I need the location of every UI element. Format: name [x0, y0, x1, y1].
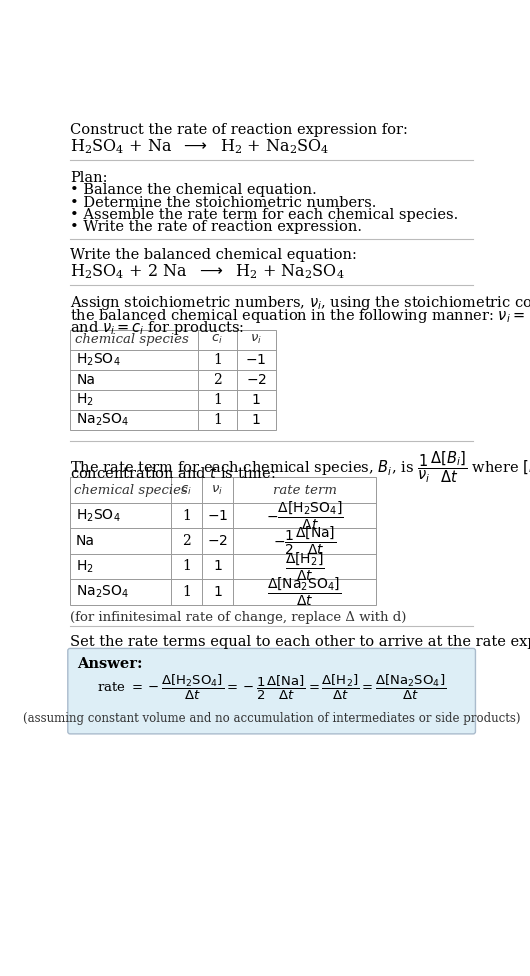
Text: $\mathrm{H_2}$: $\mathrm{H_2}$ — [76, 391, 94, 408]
Text: 1: 1 — [213, 413, 222, 427]
Text: concentration and $t$ is time:: concentration and $t$ is time: — [70, 466, 276, 481]
Text: $-\dfrac{\Delta[\mathrm{H_2SO_4}]}{\Delta t}$: $-\dfrac{\Delta[\mathrm{H_2SO_4}]}{\Delt… — [266, 500, 343, 532]
Text: $\dfrac{\Delta[\mathrm{H_2}]}{\Delta t}$: $\dfrac{\Delta[\mathrm{H_2}]}{\Delta t}$ — [285, 550, 324, 583]
Text: $1$: $1$ — [251, 392, 261, 407]
Text: 1: 1 — [182, 585, 191, 599]
Text: 1: 1 — [182, 559, 191, 574]
Text: Na: Na — [76, 534, 94, 548]
Text: Answer:: Answer: — [77, 657, 143, 671]
Text: $\mathregular{H_2SO_4}$ + Na  $\longrightarrow$  $\mathregular{H_2}$ + $\mathreg: $\mathregular{H_2SO_4}$ + Na $\longright… — [70, 138, 330, 156]
Text: $-1$: $-1$ — [245, 352, 267, 367]
Text: chemical species: chemical species — [75, 333, 189, 346]
Text: • Balance the chemical equation.: • Balance the chemical equation. — [70, 183, 317, 197]
Text: (for infinitesimal rate of change, replace Δ with d): (for infinitesimal rate of change, repla… — [70, 611, 407, 624]
FancyBboxPatch shape — [68, 648, 475, 734]
Bar — [70, 477, 376, 604]
Text: $-2$: $-2$ — [245, 373, 267, 386]
Text: rate term: rate term — [272, 484, 337, 497]
Text: $-2$: $-2$ — [207, 534, 228, 548]
Text: $\mathrm{H_2}$: $\mathrm{H_2}$ — [76, 558, 93, 575]
Text: $\nu_i$: $\nu_i$ — [211, 484, 223, 497]
Text: $-\dfrac{1}{2}\dfrac{\Delta[\mathrm{Na}]}{\Delta t}$: $-\dfrac{1}{2}\dfrac{\Delta[\mathrm{Na}]… — [273, 525, 336, 557]
Text: $\dfrac{\Delta[\mathrm{Na_2SO_4}]}{\Delta t}$: $\dfrac{\Delta[\mathrm{Na_2SO_4}]}{\Delt… — [267, 576, 342, 608]
Text: $\mathregular{H_2SO_4}$ + 2 Na  $\longrightarrow$  $\mathregular{H_2}$ + $\mathr: $\mathregular{H_2SO_4}$ + 2 Na $\longrig… — [70, 262, 345, 280]
Text: $1$: $1$ — [251, 413, 261, 427]
Text: $\mathrm{Na_2SO_4}$: $\mathrm{Na_2SO_4}$ — [76, 412, 129, 427]
Text: $1$: $1$ — [213, 559, 222, 574]
Text: rate $= -\dfrac{\Delta[\mathrm{H_2SO_4}]}{\Delta t}$$= -\dfrac{1}{2}\dfrac{\Delt: rate $= -\dfrac{\Delta[\mathrm{H_2SO_4}]… — [97, 672, 446, 702]
Text: and $\nu_i = c_i$ for products:: and $\nu_i = c_i$ for products: — [70, 319, 244, 337]
Text: 2: 2 — [213, 373, 222, 386]
Text: 1: 1 — [182, 508, 191, 522]
Text: $\mathrm{Na_2SO_4}$: $\mathrm{Na_2SO_4}$ — [76, 584, 129, 600]
Text: 1: 1 — [213, 392, 222, 407]
Text: $\mathrm{H_2SO_4}$: $\mathrm{H_2SO_4}$ — [76, 351, 121, 368]
Text: Plan:: Plan: — [70, 171, 108, 185]
Text: $c_i$: $c_i$ — [211, 333, 223, 346]
Text: Write the balanced chemical equation:: Write the balanced chemical equation: — [70, 248, 357, 262]
Text: $c_i$: $c_i$ — [181, 484, 192, 497]
Text: The rate term for each chemical species, $B_i$, is $\dfrac{1}{\nu_i}\dfrac{\Delt: The rate term for each chemical species,… — [70, 450, 530, 485]
Text: 2: 2 — [182, 534, 191, 548]
Text: the balanced chemical equation in the following manner: $\nu_i = -c_i$ for react: the balanced chemical equation in the fo… — [70, 306, 530, 325]
Text: $\nu_i$: $\nu_i$ — [250, 333, 262, 346]
Text: Set the rate terms equal to each other to arrive at the rate expression:: Set the rate terms equal to each other t… — [70, 635, 530, 649]
Text: $\mathrm{H_2SO_4}$: $\mathrm{H_2SO_4}$ — [76, 508, 120, 524]
Text: 1: 1 — [213, 352, 222, 367]
Text: Construct the rate of reaction expression for:: Construct the rate of reaction expressio… — [70, 123, 408, 138]
Text: $1$: $1$ — [213, 585, 222, 599]
Text: Assign stoichiometric numbers, $\nu_i$, using the stoichiometric coefficients, $: Assign stoichiometric numbers, $\nu_i$, … — [70, 294, 530, 312]
Text: $-1$: $-1$ — [207, 508, 228, 522]
Text: • Write the rate of reaction expression.: • Write the rate of reaction expression. — [70, 221, 362, 234]
Text: chemical species: chemical species — [74, 484, 188, 497]
Bar — [70, 330, 276, 429]
Text: Na: Na — [76, 373, 95, 386]
Text: • Assemble the rate term for each chemical species.: • Assemble the rate term for each chemic… — [70, 208, 458, 222]
Text: • Determine the stoichiometric numbers.: • Determine the stoichiometric numbers. — [70, 195, 376, 210]
Text: (assuming constant volume and no accumulation of intermediates or side products): (assuming constant volume and no accumul… — [23, 712, 520, 725]
